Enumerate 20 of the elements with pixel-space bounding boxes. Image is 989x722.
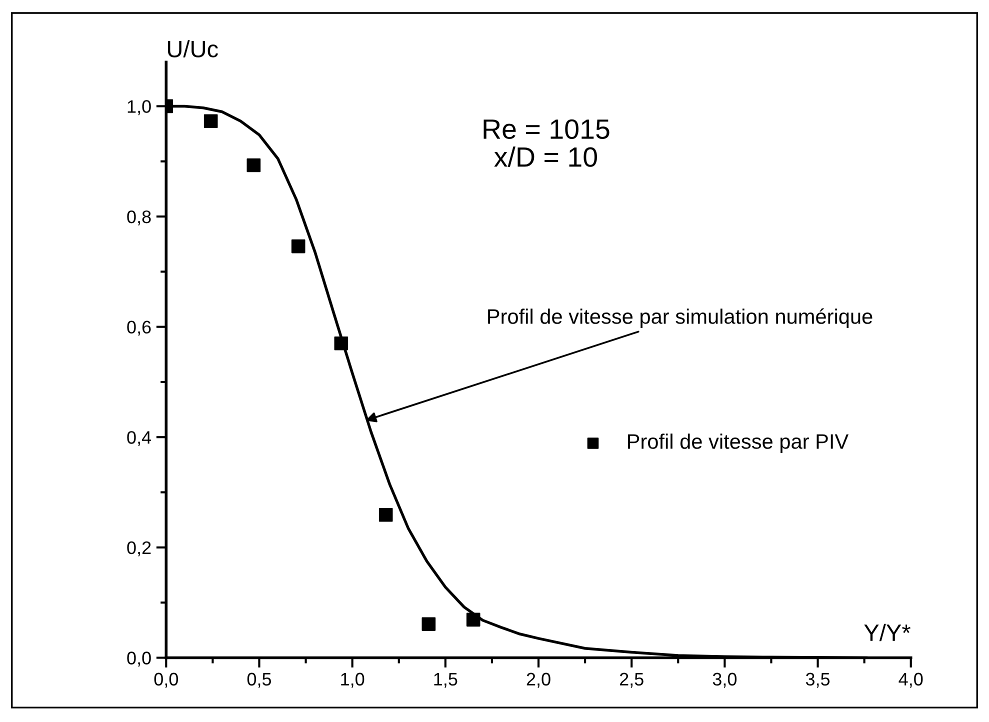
y-tick-label: 0,0 [127,652,151,667]
legend-label: Profil de vitesse par PIV [628,434,849,454]
y-tick-label: 0,6 [127,320,151,336]
x-tick-label: 0,5 [247,672,272,688]
y-tick-label: 0,4 [127,431,152,446]
x-tick-label: 2,5 [620,672,644,688]
x-tick-label: 0,0 [154,672,178,688]
x-axis-title: Y/Y* [864,624,910,642]
x-tick-label: 1,0 [341,672,364,688]
y-tick-label: 1,0 [128,100,151,116]
annotation: Profil de vitesse par simulation numérique [488,308,872,328]
x-tick-label: 1,5 [434,672,458,688]
x-tick-label: 4,0 [898,672,923,688]
y-axis-title: U/Uc [168,40,218,58]
x-tick-label: 2,0 [526,672,550,688]
y-tick-label: 0,2 [127,541,151,556]
annotation: Re = 1015 x/D = 10 [484,119,610,167]
x-tick-label: 3,5 [806,672,830,688]
y-tick-label: 0,8 [127,210,151,226]
x-tick-label: 3,0 [712,672,737,688]
